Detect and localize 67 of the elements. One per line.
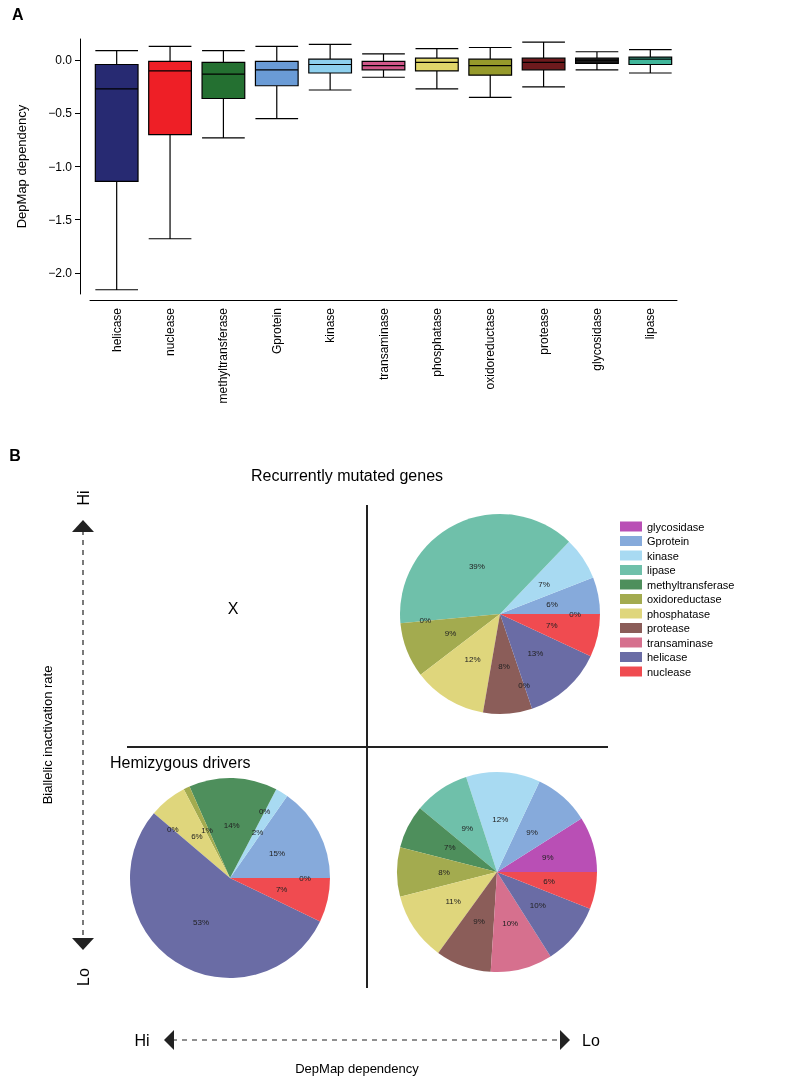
data-label: 12% <box>464 654 481 664</box>
data-label: 14% <box>223 820 240 830</box>
text: Lo <box>582 1031 600 1049</box>
data-label: 8% <box>438 867 450 877</box>
legend-label: nuclease <box>647 665 692 678</box>
data-label: 8% <box>498 662 510 672</box>
text: Hi <box>134 1031 150 1049</box>
data-label: 9% <box>542 852 554 862</box>
data-label: 6% <box>543 877 555 887</box>
data-label: 2% <box>251 828 264 838</box>
data-label: 6% <box>191 832 203 842</box>
data-label: 7% <box>444 843 456 853</box>
x-tick-label: nuclease <box>163 307 178 357</box>
x-tick-label: Gprotein <box>269 308 284 355</box>
data-label: 11% <box>445 897 461 907</box>
data-label: 10% <box>502 918 519 928</box>
y-tick-label: 0.0 <box>55 53 73 68</box>
data-label: 12% <box>492 814 509 824</box>
data-label: 6% <box>546 599 558 609</box>
data-label: 15% <box>268 848 285 858</box>
y-tick-label: −1.0 <box>48 159 73 174</box>
text: Lo <box>74 968 92 986</box>
y-tick-label: −0.5 <box>48 106 73 121</box>
text: B <box>9 446 21 464</box>
x-tick-label: phosphatase <box>429 307 444 377</box>
data-label: 13% <box>527 648 544 658</box>
data-label: 39% <box>468 561 485 571</box>
text: Biallelic inactivation rate <box>39 665 55 805</box>
legend-label: protease <box>647 622 690 634</box>
text: Hi <box>74 490 92 506</box>
legend-label: oxidoreductase <box>647 593 722 605</box>
legend-label: phosphatase <box>647 607 710 620</box>
text: X <box>227 599 239 617</box>
text: 0% <box>419 616 432 626</box>
data-label: 7% <box>545 620 558 630</box>
data-label: 53% <box>193 917 210 927</box>
data-label: 9% <box>526 827 538 837</box>
y-tick-label: −2.0 <box>48 265 73 280</box>
x-tick-label: glycosidase <box>589 307 604 371</box>
chart-title: Recurrently mutated genes <box>250 466 444 484</box>
data-label: 10% <box>529 901 546 911</box>
legend-label: kinase <box>647 549 679 562</box>
text: 0% <box>167 824 179 834</box>
legend-label: helicase <box>647 651 688 663</box>
text: A <box>12 5 24 23</box>
data-label: 9% <box>461 823 473 833</box>
x-tick-label: lipase <box>643 307 658 340</box>
legend-label: glycosidase <box>647 520 705 533</box>
legend-label: transaminase <box>647 636 714 649</box>
data-label: 7% <box>538 579 550 589</box>
text: DepMap dependency <box>295 1060 420 1076</box>
y-axis-title: DepMap dependency <box>14 104 29 229</box>
legend-label: Gprotein <box>647 535 690 547</box>
data-label: 9% <box>444 628 457 638</box>
x-tick-label: helicase <box>109 307 124 353</box>
data-label: 7% <box>275 885 288 895</box>
y-tick-label: −1.5 <box>48 212 73 227</box>
x-tick-label: protease <box>536 307 551 355</box>
x-tick-label: oxidoreductase <box>483 307 498 390</box>
x-tick-label: transaminase <box>376 307 391 381</box>
data-label: 9% <box>473 917 485 927</box>
text: 0% <box>518 680 530 690</box>
slice-label: Hemizygous drivers <box>110 753 251 771</box>
x-tick-label: methyltransferase <box>216 307 231 404</box>
legend-label: methyltransferase <box>647 578 735 591</box>
x-tick-label: kinase <box>323 307 338 343</box>
legend-label: lipase <box>647 564 676 576</box>
